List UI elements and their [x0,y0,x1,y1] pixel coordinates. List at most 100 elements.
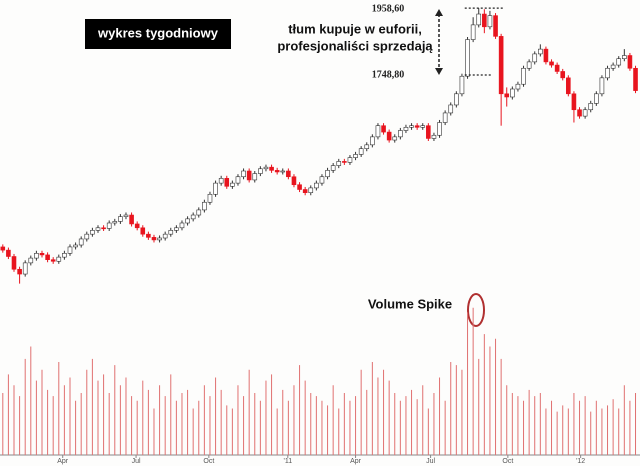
candle-body [420,125,426,128]
candle-body [106,222,112,229]
candle-body [101,227,106,230]
candle-body [118,216,123,222]
candle-body [381,125,386,133]
candle-body [465,39,470,77]
candle-body [274,170,280,173]
candle-body [6,249,11,257]
candle-body [190,214,196,220]
x-tick-label: Jul [132,458,141,465]
candle-body [84,233,90,240]
candle-body [414,125,420,128]
candle-body [633,67,638,91]
x-tick-label: '12 [576,458,585,465]
candle-body [302,189,308,193]
candle-body [230,182,235,187]
candle-body [543,48,549,63]
candle-body [129,214,134,225]
candle-body [112,221,118,224]
candle-body [347,157,353,163]
candle-body [196,209,202,216]
candle-body [571,93,577,111]
candle-body [269,166,274,171]
candle-body [73,244,78,248]
candle-body [162,233,168,239]
candle-body [398,130,403,138]
candle-body [358,148,364,155]
price-level-label: 1958,60 [372,3,405,14]
candle-body [151,237,157,241]
candle-body [252,173,258,181]
candle-body [291,176,297,186]
candle-body [526,61,532,69]
title-box [85,19,231,49]
candle-body [560,71,566,79]
candle-body [235,176,241,184]
x-tick-label: Apr [57,458,69,465]
candle-body [426,125,431,139]
spike-label: Volume Spike [368,296,452,311]
candle-body [224,178,230,187]
candle-body [213,182,218,195]
candle-body [549,61,554,66]
candle-body [308,187,314,193]
x-tick-label: Oct [203,458,214,465]
candle-body [504,93,510,98]
price-level-label: 1748,80 [372,69,405,80]
candle-body [123,214,129,217]
candle-body [330,165,336,171]
candle-body [56,256,62,262]
candle-body [538,48,543,55]
candle-body [0,246,6,251]
candle-body [286,170,291,178]
candle-body [50,259,56,262]
x-tick-label: Jul [426,458,435,465]
candle-body [605,67,610,79]
candle-body [90,230,95,235]
candle-body [218,178,224,184]
candle-body [263,166,269,170]
x-tick-label: Apr [350,458,362,465]
candle-body [588,103,594,111]
annotation: profesjonaliści sprzedają [277,38,433,53]
candle-body [482,13,487,28]
candle-body [470,24,476,40]
candle-body [403,126,409,131]
candle-body [521,67,526,85]
x-tick-label: Oct [502,458,513,465]
candle-body [566,77,571,95]
candle-body [297,184,302,190]
candle-body [78,238,84,246]
x-tick-label: '11 [283,458,292,465]
candle-body [241,170,246,178]
candle-body [442,112,448,123]
candle-body [67,246,73,254]
candle-body [459,75,465,95]
candle-body [207,193,213,203]
candle-body [319,176,325,184]
annotation: tłum kupuje w euforii, [288,21,422,36]
candle-body [610,64,616,69]
arrow-heads [435,9,443,75]
candle-body [386,131,392,141]
candle-body [157,237,162,241]
candle-body [554,64,560,72]
candle-body [314,182,319,189]
candle-body [431,134,437,139]
candle-body [168,230,174,235]
candle-body [370,136,375,146]
candle-body [28,257,34,264]
candle-body [185,218,190,224]
candle-body [174,227,179,231]
candle-body [280,170,286,173]
candle-body [627,55,633,69]
spike-circle [467,293,485,327]
candle-body [364,144,370,149]
candle-body [448,104,454,114]
candle-body [95,227,101,231]
candle-body [17,268,22,275]
candle-body [375,125,381,138]
candle-body [510,88,515,98]
candle-body [258,168,263,174]
candle-body [622,55,627,60]
